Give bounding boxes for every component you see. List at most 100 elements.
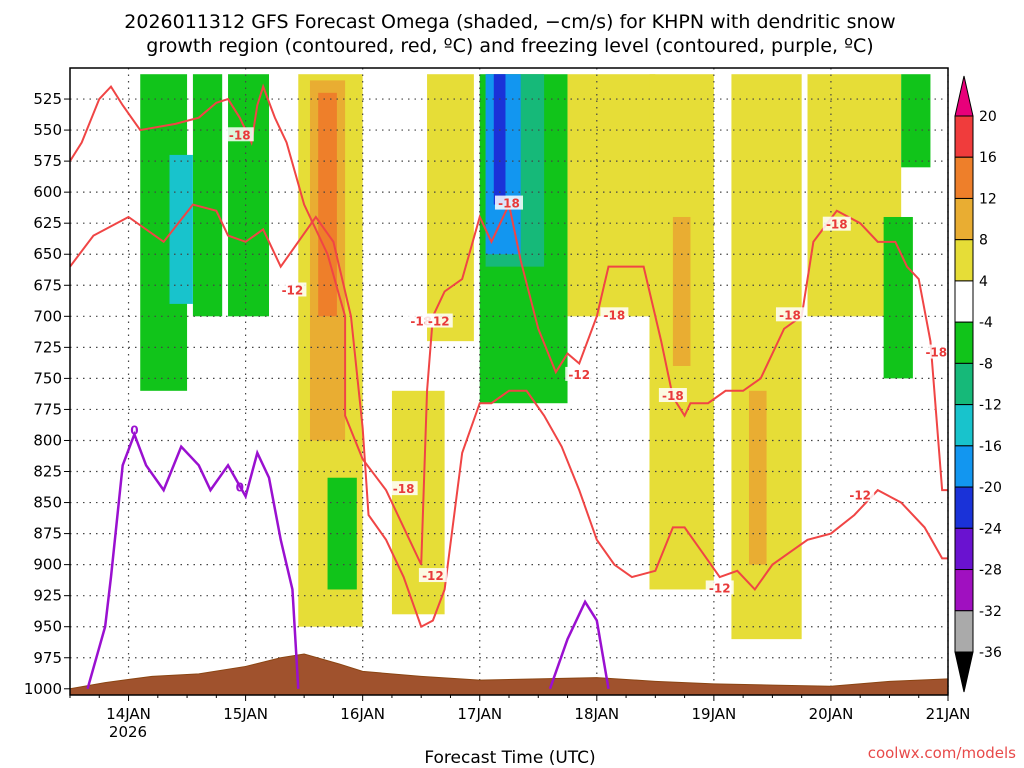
colorbar-bin-12-to-16 [954, 156, 974, 199]
colorbar-label-8: 8 [979, 233, 988, 249]
x-year-label: 2026 [109, 723, 147, 741]
dgz-contour-label-5: -12 [568, 368, 590, 382]
omega-shading [140, 74, 931, 640]
x-axis: 14JAN 15JAN 16JAN 17JAN 18JAN 19JAN 20JAN 21JAN [69, 695, 971, 723]
colorbar: 20 16 12 8 4 -4 -8 -12 -16 -20 -24 -28 -32 -36 [954, 75, 1002, 693]
dgz-contour-label-14: -12 [422, 569, 444, 583]
x-tick-label-16JAN: 16JAN [340, 705, 385, 723]
dgz-contour-label-7: -18 [662, 389, 684, 403]
dgz-label-bg-12 [922, 344, 951, 359]
y-tick-label-950: 950 [33, 618, 62, 636]
colorbar-label-16: 16 [979, 150, 997, 166]
dgz-label-bg-13 [389, 481, 418, 496]
dgz-contour-label-9: -18 [779, 308, 801, 322]
colorbar-bottom-arrow [954, 651, 974, 693]
dgz-label-bg-7 [658, 388, 687, 403]
colorbar-label--20: -20 [979, 480, 1002, 496]
colorbar-bin--36-to--32 [954, 610, 974, 653]
y-tick-label-550: 550 [33, 121, 62, 139]
colorbar-bin--20-to--16 [954, 445, 974, 488]
chart-title-line-1: 2026011312 GFS Forecast Omega (shaded, −… [124, 11, 895, 33]
colorbar-label-4: 4 [979, 274, 988, 290]
colorbar-top-arrow [954, 75, 974, 117]
y-tick-label-775: 775 [33, 400, 62, 418]
dgz-label-bg-3 [424, 313, 453, 328]
dgz-label-bg-8 [705, 580, 734, 595]
omega-region-14 [567, 74, 656, 317]
freezing-level-contours [86, 430, 610, 690]
dgz-contour-label-1: -12 [282, 283, 304, 297]
chart-title-line-2: growth region (contoured, red, ºC) and f… [146, 35, 873, 57]
colorbar-label--28: -28 [979, 563, 1002, 579]
colorbar-bin--16-to--12 [954, 404, 974, 447]
dgz-label-bg-9 [775, 307, 804, 322]
y-tick-label-900: 900 [33, 556, 62, 574]
x-tick-label-19JAN: 19JAN [691, 705, 736, 723]
omega-region-20 [883, 216, 913, 379]
colorbar-label--36: -36 [979, 645, 1002, 661]
dgz-contour-label-12: -18 [925, 346, 947, 360]
terrain-fill [70, 653, 948, 695]
x-axis-title: Forecast Time (UTC) [424, 748, 595, 768]
colorbar-label--4: -4 [979, 315, 993, 331]
x-tick-label-15JAN: 15JAN [223, 705, 268, 723]
y-tick-label-575: 575 [33, 152, 62, 170]
dgz-label-bg-5 [565, 366, 594, 381]
colorbar-bin--24-to--20 [954, 486, 974, 529]
omega-region-1 [192, 74, 223, 317]
dgz-label-bg-10 [822, 216, 851, 231]
y-axis: 525 550 575 600 625 650 675 700 725 750 775 800 825 8… [24, 90, 70, 698]
y-tick-label-700: 700 [33, 307, 62, 325]
omega-region-13 [493, 74, 506, 205]
dgz-contour-label-11: -12 [849, 488, 871, 502]
x-tick-label-21JAN: 21JAN [926, 705, 971, 723]
colorbar-bin--4-to-4 [954, 280, 974, 323]
colorbar-bin-8-to-12 [954, 197, 974, 241]
freezing-level-contour-1 [548, 599, 610, 690]
colorbar-bin--8-to--4 [954, 321, 974, 364]
y-tick-label-600: 600 [33, 183, 62, 201]
colorbar-bin-16-to-20 [954, 115, 974, 158]
contour-labels: -18 -12 -18 -12 -18 -12 -18 -18 -12 -18 -18 -12 -18 -… [130, 127, 951, 595]
x-tick-label-18JAN: 18JAN [574, 705, 619, 723]
omega-region-9 [327, 477, 357, 590]
dgz-contour-label-4: -18 [498, 197, 520, 211]
dgz-contour-label-6: -18 [604, 308, 626, 322]
omega-region-3 [228, 74, 270, 317]
freezing-level-label-1: 0 [236, 481, 244, 495]
dgz-contour-upper [70, 83, 948, 566]
dgz-contour-label-8: -12 [709, 581, 731, 595]
colorbar-label-12: 12 [979, 191, 997, 207]
terrain-surface [70, 653, 948, 695]
freezing-level-contour-0 [86, 430, 300, 690]
y-tick-label-800: 800 [33, 431, 62, 449]
y-tick-label-975: 975 [33, 649, 62, 667]
y-tick-label-525: 525 [33, 90, 62, 108]
colorbar-bin--32-to--28 [954, 569, 974, 612]
colorbar-bin--28-to--24 [954, 527, 974, 571]
y-tick-label-725: 725 [33, 338, 62, 356]
omega-region-8 [427, 74, 474, 342]
dgz-label-bg-14 [418, 568, 447, 583]
y-tick-label-875: 875 [33, 525, 62, 543]
dgz-contour-label-13: -18 [393, 482, 415, 496]
x-tick-label-17JAN: 17JAN [457, 705, 502, 723]
y-tick-label-650: 650 [33, 245, 62, 263]
colorbar-label--8: -8 [979, 356, 993, 372]
omega-region-16 [672, 216, 691, 366]
colorbar-bin--12-to--8 [954, 362, 974, 406]
colorbar-bin-4-to-8 [954, 239, 974, 282]
x-tick-label-20JAN: 20JAN [809, 705, 854, 723]
dgz-contours [70, 83, 948, 629]
dgz-label-bg-11 [846, 487, 875, 502]
y-tick-label-825: 825 [33, 463, 62, 481]
colorbar-label-20: 20 [979, 109, 997, 125]
y-tick-label-850: 850 [33, 494, 62, 512]
y-tick-label-925: 925 [33, 587, 62, 605]
credit-text: coolwx.com/models [868, 744, 1016, 762]
dgz-contour-label-3: -12 [428, 315, 450, 329]
dgz-contour-lower [70, 203, 948, 629]
y-tick-label-625: 625 [33, 214, 62, 232]
omega-region-18 [748, 390, 767, 565]
